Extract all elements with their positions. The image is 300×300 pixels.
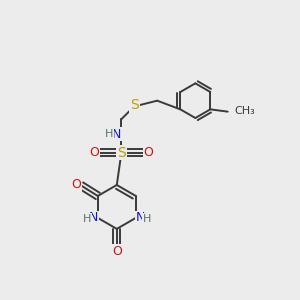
Text: O: O <box>143 146 153 159</box>
Text: S: S <box>130 98 139 112</box>
Text: N: N <box>135 212 145 224</box>
Text: S: S <box>117 146 126 160</box>
Text: O: O <box>89 146 99 159</box>
Text: H: H <box>105 129 113 139</box>
Text: H: H <box>143 214 151 224</box>
Text: H: H <box>82 214 91 224</box>
Text: CH₃: CH₃ <box>235 106 255 116</box>
Text: N: N <box>89 212 98 224</box>
Text: O: O <box>112 245 122 258</box>
Text: O: O <box>72 178 82 191</box>
Text: N: N <box>112 128 122 141</box>
